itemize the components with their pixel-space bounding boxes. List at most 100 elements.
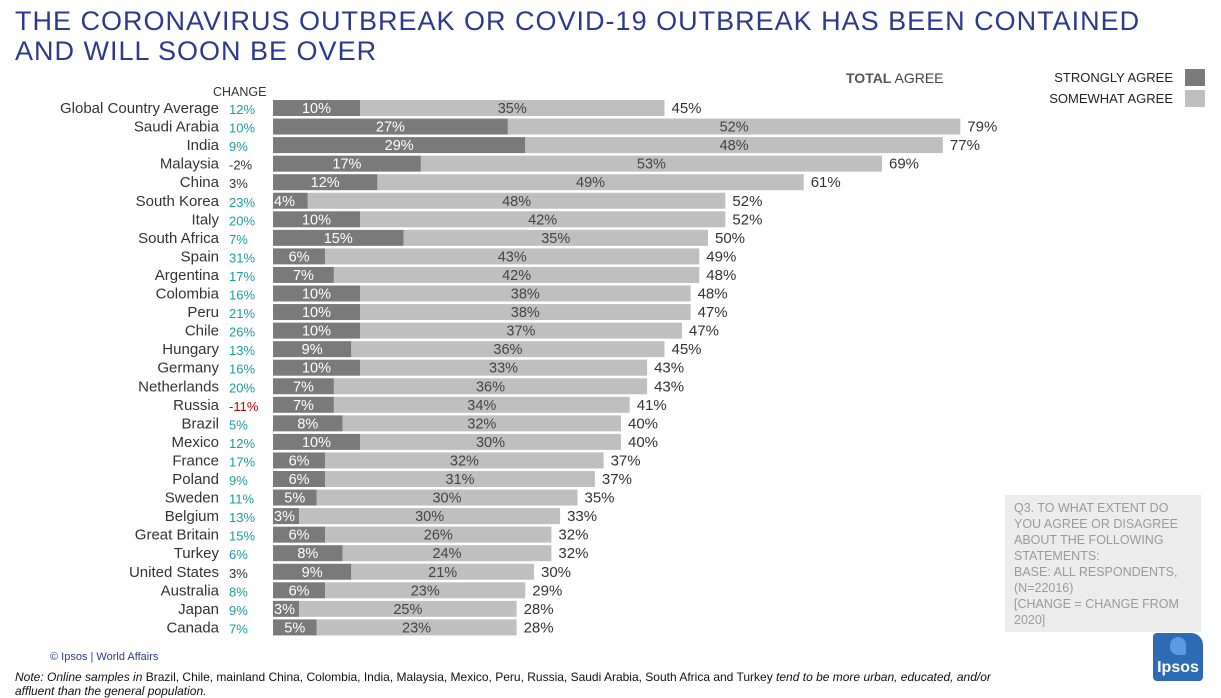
label-strongly-agree: 6% [289, 249, 310, 265]
bar-somewhat-agree [360, 211, 726, 228]
bar-strongly-agree [273, 545, 343, 562]
label-somewhat-agree: 35% [541, 231, 570, 247]
label-total-agree: 61% [811, 174, 841, 191]
bar-somewhat-agree [316, 619, 517, 636]
label-total-agree: 33% [567, 508, 597, 525]
change-value: 3% [229, 566, 248, 581]
question-line: ABOUT THE FOLLOWING [1014, 533, 1164, 547]
change-value: 12% [229, 102, 255, 117]
label-somewhat-agree: 24% [432, 546, 461, 562]
country-label: Spain [181, 248, 219, 265]
country-label: Chile [185, 323, 219, 340]
label-strongly-agree: 6% [289, 453, 310, 469]
label-strongly-agree: 27% [376, 120, 405, 136]
bar-strongly-agree [273, 229, 404, 246]
bar-somewhat-agree [351, 563, 534, 580]
bar-strongly-agree [273, 489, 317, 506]
bar-somewhat-agree [525, 137, 943, 154]
change-value: 20% [229, 380, 255, 395]
label-strongly-agree: 3% [274, 602, 295, 618]
ipsos-logo: Ipsos [1153, 633, 1203, 681]
label-strongly-agree: 9% [302, 342, 323, 358]
change-value: 12% [229, 436, 255, 451]
question-line: BASE: ALL RESPONDENTS, [1014, 565, 1178, 579]
bar-strongly-agree [273, 359, 360, 376]
footer-credit: © Ipsos | World Affairs [50, 651, 159, 663]
bar-strongly-agree [273, 600, 300, 617]
bar-somewhat-agree [377, 174, 804, 191]
bar-somewhat-agree [333, 266, 700, 283]
bar-somewhat-agree [307, 192, 726, 209]
label-strongly-agree: 7% [293, 268, 314, 284]
bar-strongly-agree [273, 137, 526, 154]
label-total-agree: 37% [602, 471, 632, 488]
country-label: Argentina [155, 267, 220, 284]
label-strongly-agree: 29% [385, 138, 414, 154]
label-total-agree: 50% [715, 230, 745, 247]
legend-label-strongly-agree: STRONGLY AGREE [1054, 70, 1173, 85]
question-line: STATEMENTS: [1014, 549, 1100, 563]
question-line: YOU AGREE OR DISAGREE [1014, 517, 1178, 531]
label-somewhat-agree: 21% [428, 565, 457, 581]
bar-somewhat-agree [360, 359, 648, 376]
country-label: Peru [187, 304, 219, 321]
label-somewhat-agree: 30% [476, 435, 505, 451]
label-somewhat-agree: 38% [511, 305, 540, 321]
bar-somewhat-agree [360, 304, 691, 321]
change-value: 16% [229, 288, 255, 303]
change-value: 17% [229, 269, 255, 284]
bar-strongly-agree [273, 266, 334, 283]
change-value: 13% [229, 510, 255, 525]
bar-strongly-agree [273, 248, 326, 265]
change-value: 21% [229, 306, 255, 321]
label-total-agree: 45% [672, 341, 702, 358]
bar-somewhat-agree [342, 415, 621, 432]
label-total-agree: 28% [524, 619, 554, 636]
legend-item-somewhat-agree: SOMEWHAT AGREE [1025, 88, 1205, 109]
label-total-agree: 40% [628, 434, 658, 451]
label-somewhat-agree: 53% [637, 157, 666, 173]
country-label: Mexico [171, 434, 219, 451]
label-strongly-agree: 5% [284, 491, 305, 507]
label-somewhat-agree: 48% [720, 138, 749, 154]
label-somewhat-agree: 34% [467, 398, 496, 414]
question-line: (N=22016) [1014, 581, 1074, 595]
bar-somewhat-agree [360, 100, 665, 116]
bar-somewhat-agree [360, 285, 691, 302]
bar-strongly-agree [273, 322, 360, 339]
change-value: 13% [229, 343, 255, 358]
label-strongly-agree: 10% [302, 287, 331, 303]
legend-item-strongly-agree: STRONGLY AGREE [1025, 67, 1205, 88]
bar-somewhat-agree [325, 248, 700, 265]
country-label: Malaysia [160, 156, 220, 173]
country-label: Turkey [174, 545, 220, 562]
label-somewhat-agree: 42% [502, 268, 531, 284]
change-value: 7% [229, 232, 248, 247]
bar-somewhat-agree [299, 508, 561, 525]
bar-strongly-agree [273, 211, 360, 228]
label-somewhat-agree: 37% [506, 324, 535, 340]
label-somewhat-agree: 32% [450, 453, 479, 469]
label-somewhat-agree: 23% [411, 583, 440, 599]
label-total-agree: 32% [558, 527, 588, 544]
label-total-agree: 40% [628, 415, 658, 432]
change-value: 23% [229, 195, 255, 210]
label-somewhat-agree: 31% [446, 472, 475, 488]
label-somewhat-agree: 49% [576, 175, 605, 191]
bar-strongly-agree [273, 378, 334, 395]
bar-strongly-agree [273, 433, 360, 450]
label-strongly-agree: 10% [302, 212, 331, 228]
bar-strongly-agree [273, 396, 334, 413]
label-strongly-agree: 8% [297, 546, 318, 562]
label-strongly-agree: 15% [324, 231, 353, 247]
bar-somewhat-agree [333, 378, 648, 395]
label-strongly-agree: 8% [297, 416, 318, 432]
country-label: Global Country Average [60, 100, 219, 117]
change-value: 15% [229, 529, 255, 544]
total-label-rest: AGREE [891, 70, 944, 86]
bar-strongly-agree [273, 563, 352, 580]
label-strongly-agree: 4% [274, 194, 295, 210]
bar-somewhat-agree [507, 118, 961, 135]
ipsos-logo-mark [1170, 637, 1186, 655]
